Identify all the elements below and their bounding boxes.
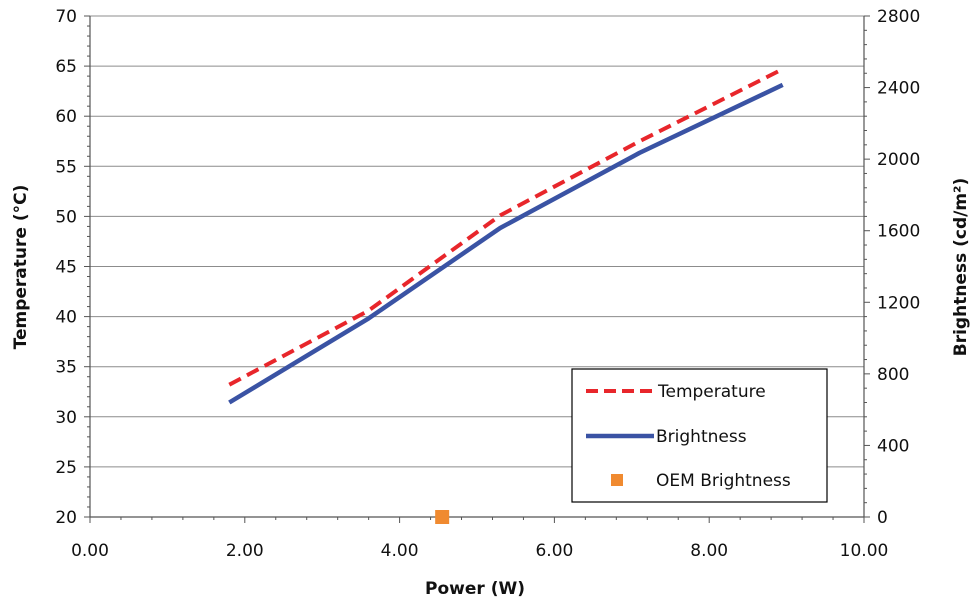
left-tick-label: 45 xyxy=(55,258,77,278)
left-tick-label: 35 xyxy=(55,358,77,378)
right-tick-label: 2400 xyxy=(877,79,920,99)
right-axis-title: Brightness (cd/m²) xyxy=(951,178,971,357)
left-tick-label: 55 xyxy=(55,157,77,177)
left-tick-label: 65 xyxy=(55,57,77,77)
left-axis-title: Temperature (°C) xyxy=(11,185,31,350)
right-tick-label: 2800 xyxy=(877,7,920,27)
tick-labels: 20 25 30 35 40 45 50 55 60 65 70 0 400 800 1200 1600 200… xyxy=(55,7,920,561)
right-tick-label: 400 xyxy=(877,436,909,456)
right-tick-label: 2000 xyxy=(877,150,920,170)
x-tick-label: 0.00 xyxy=(71,541,109,561)
temperature-line xyxy=(228,67,784,387)
brightness-line xyxy=(228,82,784,405)
gridlines xyxy=(90,65,864,468)
legend-temperature-label: Temperature xyxy=(657,382,766,402)
left-tick-label: 40 xyxy=(55,308,77,328)
right-tick-label: 1600 xyxy=(877,222,920,242)
left-tick-label: 70 xyxy=(55,7,77,27)
legend: Temperature Brightness OEM Brightness xyxy=(571,368,828,503)
x-tick-label: 6.00 xyxy=(535,541,573,561)
left-tick-label: 20 xyxy=(55,508,77,528)
axes xyxy=(84,15,870,523)
x-axis-title: Power (W) xyxy=(425,579,525,599)
left-tick-label: 25 xyxy=(55,458,77,478)
x-tick-label: 2.00 xyxy=(226,541,264,561)
right-tick-label: 800 xyxy=(877,365,909,385)
right-tick-label: 1200 xyxy=(877,293,920,313)
legend-brightness-label: Brightness xyxy=(656,427,747,447)
right-tick-label: 0 xyxy=(877,508,888,528)
left-tick-label: 60 xyxy=(55,107,77,127)
left-tick-label: 50 xyxy=(55,207,77,227)
oem-brightness-point xyxy=(435,510,450,524)
x-tick-label: 4.00 xyxy=(381,541,419,561)
legend-oem-label: OEM Brightness xyxy=(656,471,791,491)
x-tick-label: 10.00 xyxy=(840,541,889,561)
x-tick-label: 8.00 xyxy=(690,541,728,561)
series xyxy=(228,67,784,524)
left-tick-label: 30 xyxy=(55,408,77,428)
legend-oem-marker xyxy=(611,474,623,486)
